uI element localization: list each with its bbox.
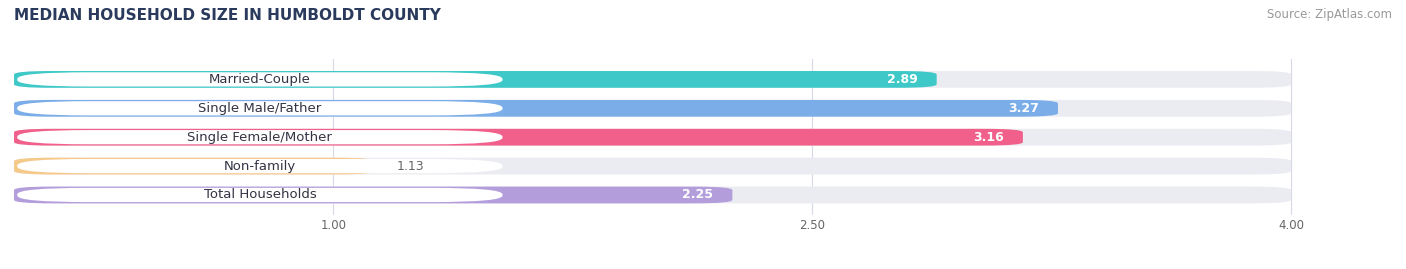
FancyBboxPatch shape — [17, 130, 502, 144]
Text: Single Male/Father: Single Male/Father — [198, 102, 322, 115]
FancyBboxPatch shape — [14, 187, 1291, 203]
Text: 2.89: 2.89 — [887, 73, 918, 86]
Text: Source: ZipAtlas.com: Source: ZipAtlas.com — [1267, 8, 1392, 21]
FancyBboxPatch shape — [14, 158, 1291, 175]
FancyBboxPatch shape — [17, 188, 502, 202]
Text: 3.27: 3.27 — [1008, 102, 1039, 115]
FancyBboxPatch shape — [14, 100, 1057, 117]
FancyBboxPatch shape — [14, 158, 375, 175]
FancyBboxPatch shape — [14, 129, 1024, 146]
FancyBboxPatch shape — [17, 72, 502, 87]
FancyBboxPatch shape — [17, 159, 502, 173]
Text: MEDIAN HOUSEHOLD SIZE IN HUMBOLDT COUNTY: MEDIAN HOUSEHOLD SIZE IN HUMBOLDT COUNTY — [14, 8, 441, 23]
Text: Married-Couple: Married-Couple — [209, 73, 311, 86]
Text: Single Female/Mother: Single Female/Mother — [187, 131, 332, 144]
FancyBboxPatch shape — [14, 71, 936, 88]
FancyBboxPatch shape — [14, 187, 733, 203]
FancyBboxPatch shape — [17, 101, 502, 115]
FancyBboxPatch shape — [14, 129, 1291, 146]
Text: 2.25: 2.25 — [682, 189, 713, 201]
Text: Total Households: Total Households — [204, 189, 316, 201]
FancyBboxPatch shape — [14, 100, 1291, 117]
Text: 3.16: 3.16 — [973, 131, 1004, 144]
FancyBboxPatch shape — [14, 71, 1291, 88]
Text: Non-family: Non-family — [224, 160, 297, 173]
Text: 1.13: 1.13 — [396, 160, 425, 173]
